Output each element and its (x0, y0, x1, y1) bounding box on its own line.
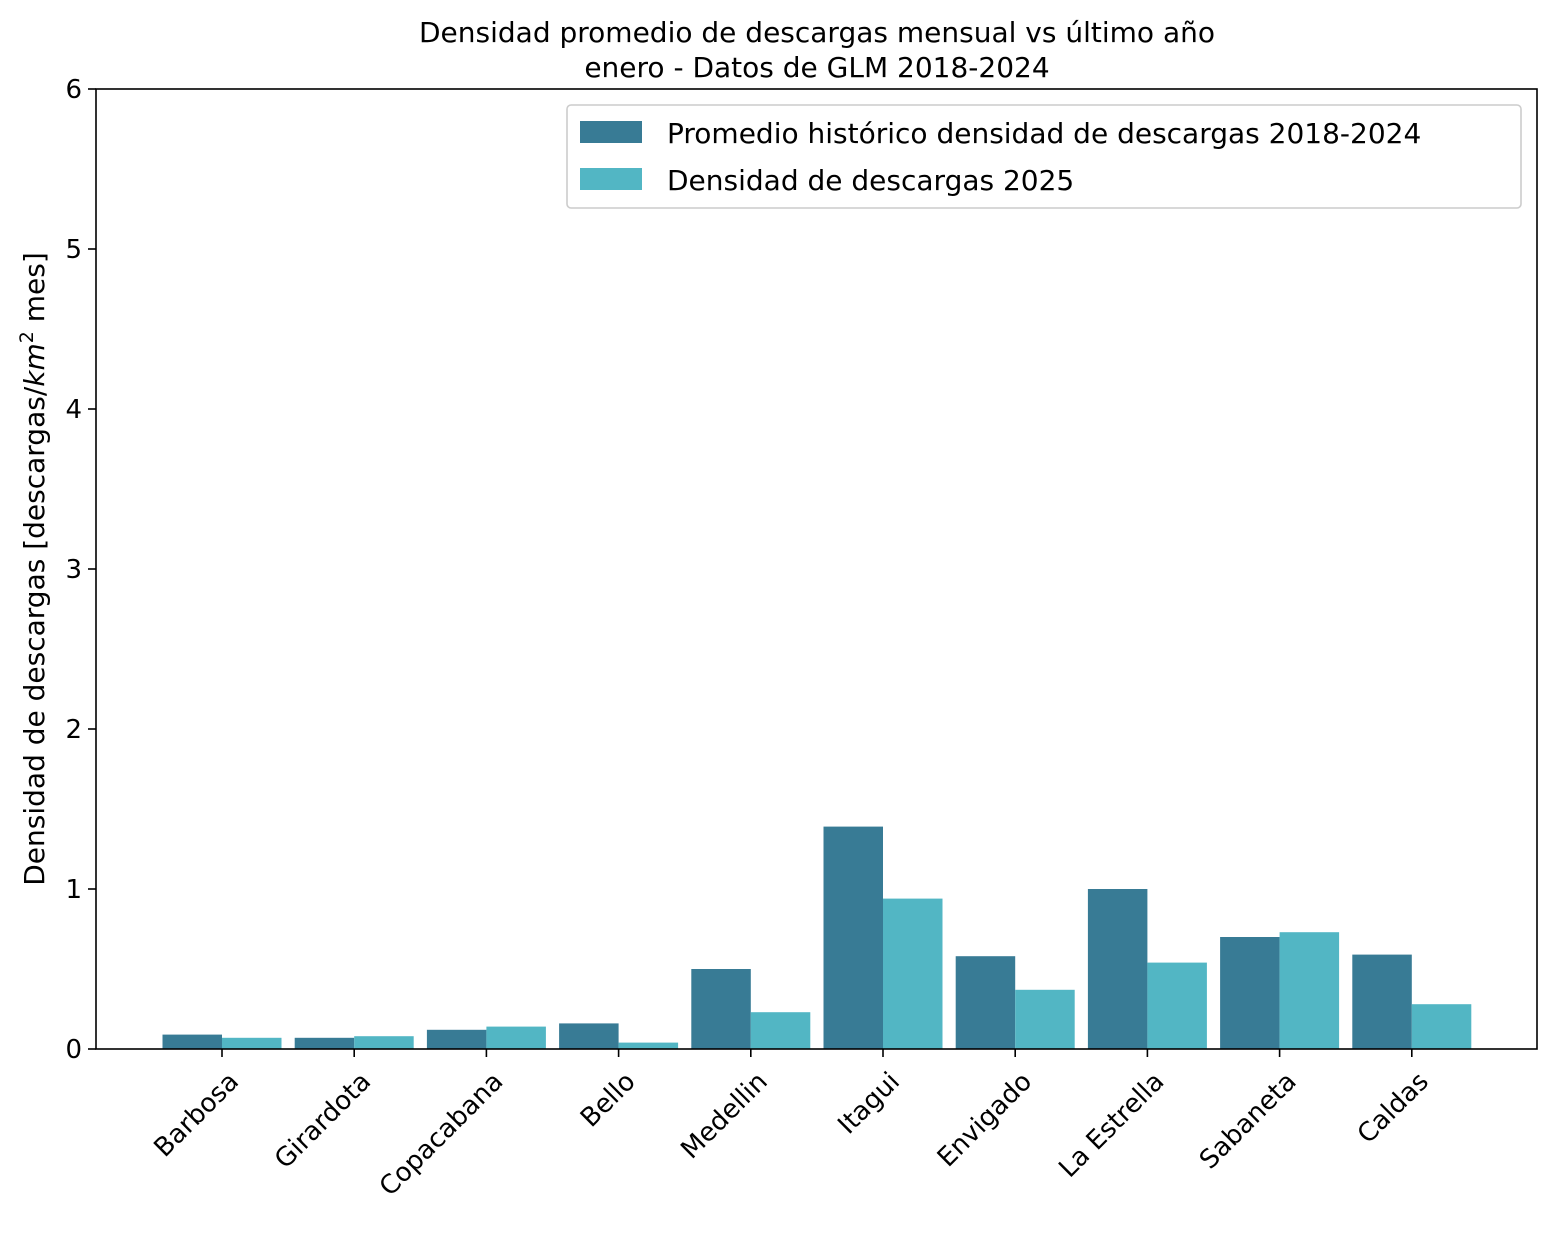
legend-label-2025: Densidad de descargas 2025 (667, 164, 1074, 197)
bar-copacabana-2025 (486, 1026, 546, 1049)
bar-barbosa-historic (162, 1034, 222, 1049)
y-tick-label: 0 (65, 1035, 82, 1065)
y-axis-label-unit: km (18, 343, 51, 387)
y-tick-label: 2 (65, 715, 82, 745)
x-tick-label: Bello (575, 1067, 642, 1134)
y-tick-label: 5 (65, 235, 82, 265)
legend-frame (566, 104, 1522, 209)
bar-medellin-2025 (750, 1012, 811, 1049)
y-tick-label: 3 (65, 555, 82, 585)
y-tick-label: 1 (65, 875, 82, 905)
bar-caldas-2025 (1411, 1004, 1472, 1049)
legend: Promedio histórico densidad de descargas… (566, 104, 1522, 209)
legend-swatch-2025 (580, 168, 642, 190)
x-tick-label: Copacabana (374, 1067, 509, 1202)
bar-bello-historic (559, 1023, 619, 1049)
bar-itagui-historic (823, 826, 883, 1049)
bar-itagui-2025 (883, 898, 943, 1049)
legend-label-historic: Promedio histórico densidad de descargas… (667, 117, 1421, 150)
bar-la-estrella-historic (1087, 889, 1148, 1049)
x-tick-label: La Estrella (1053, 1067, 1170, 1184)
legend-swatch-historic (580, 121, 642, 143)
x-tick-label: Barbosa (149, 1067, 245, 1163)
bar-sabaneta-historic (1220, 937, 1280, 1049)
y-tick-label: 4 (65, 395, 82, 425)
bar-la-estrella-2025 (1147, 962, 1207, 1049)
y-axis: 0 1 2 3 4 5 6 (65, 75, 96, 1065)
x-tick-label: Envigado (932, 1067, 1038, 1173)
y-axis-label-prefix: Densidad de descargas [descargas/ (18, 386, 51, 886)
y-axis-label: Densidad de descargas [descargas/km2 mes… (16, 252, 51, 886)
x-tick-label: Sabaneta (1194, 1067, 1303, 1176)
bar-envigado-historic (955, 956, 1016, 1049)
bar-medellin-historic (691, 969, 751, 1049)
y-axis-label-exponent: 2 (16, 331, 38, 343)
bar-bello-2025 (618, 1042, 679, 1049)
bar-sabaneta-2025 (1279, 932, 1340, 1049)
bar-barbosa-2025 (222, 1037, 282, 1049)
x-tick-label: Girardota (269, 1067, 377, 1175)
bar-girardota-historic (294, 1037, 355, 1049)
bar-caldas-historic (1352, 954, 1412, 1049)
y-tick-label: 6 (65, 75, 82, 105)
x-tick-label: Caldas (1352, 1067, 1435, 1150)
y-axis-label-suffix: mes] (18, 252, 51, 331)
plot-frame (95, 88, 1538, 1050)
bar-girardota-2025 (354, 1036, 414, 1049)
chart-title: Densidad promedio de descargas mensual v… (419, 16, 1215, 49)
chart-subtitle: enero - Datos de GLM 2018-2024 (584, 51, 1049, 84)
bar-envigado-2025 (1015, 989, 1075, 1049)
bars-group (162, 826, 1472, 1049)
x-tick-label: Medellin (675, 1067, 773, 1165)
x-tick-label: Itagui (832, 1067, 906, 1141)
bar-copacabana-historic (426, 1029, 487, 1049)
